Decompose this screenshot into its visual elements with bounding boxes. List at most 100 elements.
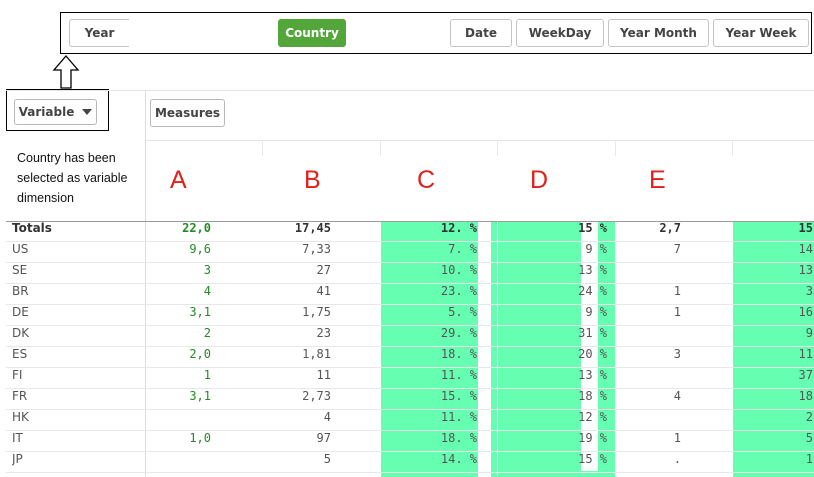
cell-e: 4: [673, 389, 681, 403]
cell-a: 3,1: [189, 305, 211, 319]
cell-a: [146, 452, 212, 473]
header-mid-line: [146, 140, 814, 141]
column-letter-c: C: [417, 166, 436, 194]
cell-b: 97: [316, 431, 331, 445]
cell-f: 3: [805, 284, 813, 298]
cell-d: 9 %: [585, 242, 607, 256]
header-col-c-divider: [380, 140, 381, 156]
cell-f: 14: [798, 242, 813, 256]
totals-row: Totals 22,0 17,45 12. % 15 % 2,7 15: [0, 221, 814, 242]
cell-f: 13: [798, 263, 813, 277]
cell-b: 41: [316, 284, 331, 298]
mask-strip-e: [682, 221, 732, 477]
country-label[interactable]: JP: [12, 452, 23, 466]
cell-f: 18: [798, 389, 813, 403]
cell-e: 3: [673, 347, 681, 361]
cell-c: 12. %: [440, 221, 477, 235]
cell-d: 13 %: [578, 368, 607, 382]
country-label[interactable]: ES: [12, 347, 28, 361]
row-divider: [6, 304, 814, 305]
header-col-d-divider: [497, 140, 498, 156]
cell-c: 11. %: [440, 368, 477, 382]
row-divider: [6, 451, 814, 452]
cell-b: 23: [316, 326, 331, 340]
cell-d: 31 %: [578, 326, 607, 340]
cell-c: 18. %: [440, 347, 477, 361]
variable-selector-frame: Variable: [6, 89, 109, 131]
column-letter-a: A: [170, 166, 187, 194]
country-label[interactable]: FI: [12, 368, 23, 382]
cell-d: 15 %: [578, 221, 607, 235]
highlight-column-c: [381, 221, 497, 477]
header-top-line: [6, 90, 814, 91]
mask-strip-a: [212, 221, 262, 477]
dimension-year-month-button[interactable]: Year Month: [608, 19, 709, 47]
cell-c: 10. %: [440, 263, 477, 277]
country-label[interactable]: US: [12, 242, 29, 256]
country-label[interactable]: DK: [12, 326, 30, 340]
measures-button[interactable]: Measures: [150, 99, 225, 127]
cell-e: .: [673, 452, 681, 466]
cell-d: 15 %: [578, 452, 607, 466]
cell-c: 7. %: [448, 242, 477, 256]
table-row: SE 3 27 10. % 13 % 13: [0, 263, 814, 284]
totals-label[interactable]: Totals: [12, 221, 52, 235]
cell-e: 1: [673, 431, 681, 445]
row-divider: [6, 325, 814, 326]
table-row: FR 3,1 2,73 15. % 18 % 4 18: [0, 389, 814, 410]
cell-e: 7: [673, 242, 681, 256]
cell-d: 18 %: [578, 389, 607, 403]
table-row: DK 2 23 29. % 31 % 9: [0, 326, 814, 347]
header-col-e-divider: [615, 140, 616, 156]
variable-dropdown-label: Variable: [18, 105, 75, 119]
table-row: ES 2,0 1,81 18. % 20 % 3 11: [0, 347, 814, 368]
cell-e: [616, 326, 682, 347]
dimension-date-button[interactable]: Date: [450, 19, 512, 47]
cell-a: 4: [203, 284, 211, 298]
cell-c: 29. %: [440, 326, 477, 340]
cell-c: 18. %: [440, 431, 477, 445]
dimension-year-week-button[interactable]: Year Week: [713, 19, 809, 47]
cell-b: 5: [323, 452, 331, 466]
cell-f: 9: [805, 326, 813, 340]
cell-a: 9,6: [189, 242, 211, 256]
cell-c: 11. %: [440, 410, 477, 424]
country-label[interactable]: FR: [12, 389, 28, 403]
cell-c: 5. %: [448, 305, 477, 319]
column-letter-b: B: [304, 166, 321, 194]
row-divider: [6, 430, 814, 431]
country-label[interactable]: SE: [12, 263, 28, 277]
cell-b: 1,81: [302, 347, 331, 361]
dimension-bar: Year Country Date WeekDay Year Month Yea…: [60, 12, 812, 54]
cell-f: 16: [798, 305, 813, 319]
table-row: BR 4 41 23. % 24 % 1 3: [0, 284, 814, 305]
row-divider: [6, 367, 814, 368]
cell-f: 15: [798, 221, 813, 235]
country-label[interactable]: DE: [12, 305, 29, 319]
country-label[interactable]: IT: [12, 431, 23, 445]
mask-strip-c: [478, 221, 491, 477]
variable-dropdown[interactable]: Variable: [14, 99, 97, 125]
column-letter-d: D: [530, 166, 549, 194]
country-label[interactable]: HK: [12, 410, 29, 424]
caret-down-icon: [82, 109, 93, 115]
cell-a: 22,0: [182, 221, 211, 235]
dimension-weekday-button[interactable]: WeekDay: [516, 19, 604, 47]
totals-top-line: [6, 221, 814, 222]
highlight-column-f: [733, 221, 814, 477]
cell-b: 11: [316, 368, 331, 382]
cell-e: [616, 410, 682, 431]
cell-f: 11: [798, 347, 813, 361]
table-row: DE 3,1 1,75 5. % 9 % 1 16: [0, 305, 814, 326]
dimension-country-button[interactable]: Country: [278, 19, 346, 47]
row-divider: [6, 262, 814, 263]
cell-f: 5: [805, 431, 813, 445]
cell-e: 1: [673, 284, 681, 298]
cell-b: 27: [316, 263, 331, 277]
country-label[interactable]: BR: [12, 284, 29, 298]
cell-c: 23. %: [440, 284, 477, 298]
cell-b: 7,33: [302, 242, 331, 256]
cell-b: 2,73: [302, 389, 331, 403]
cell-d: 19 %: [578, 431, 607, 445]
dimension-year-button[interactable]: Year: [69, 19, 129, 47]
